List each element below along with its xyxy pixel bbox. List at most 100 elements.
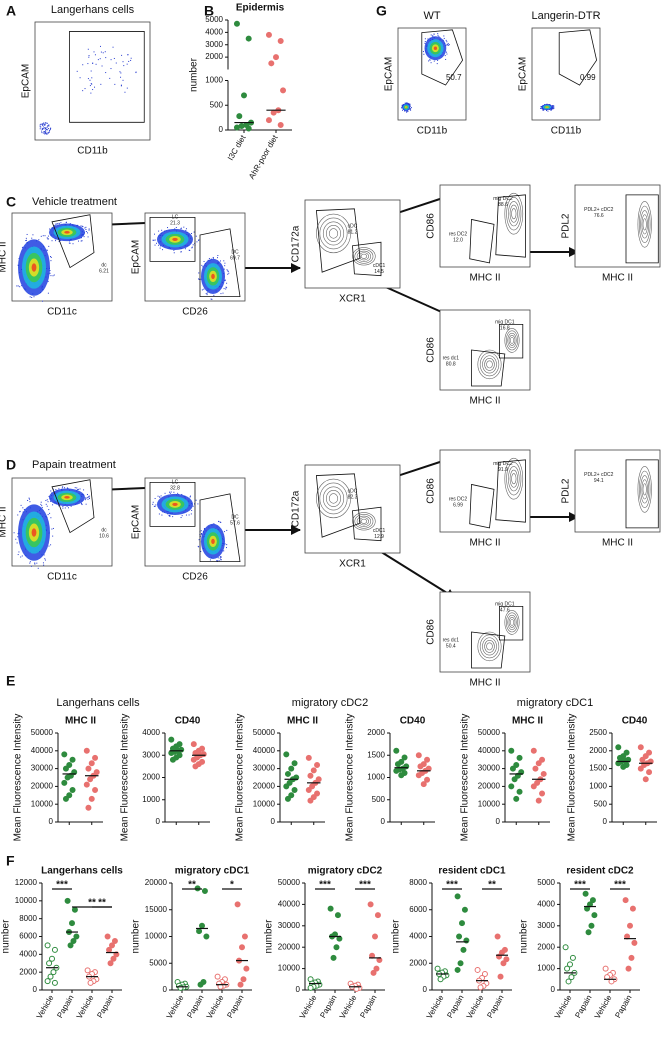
plot-title: WT xyxy=(423,10,440,22)
event-dot xyxy=(40,126,42,128)
y-tick-label: 50000 xyxy=(278,878,301,887)
event-dot xyxy=(76,487,78,489)
gate-value: 6.99 xyxy=(453,502,463,508)
density xyxy=(546,106,548,108)
contour xyxy=(484,358,495,371)
gate-name: mig DC2 xyxy=(493,461,513,467)
event-dot xyxy=(79,488,81,490)
event-dot xyxy=(20,504,22,506)
event-dot xyxy=(437,59,439,61)
gate xyxy=(315,208,361,273)
density xyxy=(31,528,37,537)
event-dot xyxy=(45,131,47,133)
event-dot xyxy=(46,249,48,251)
data-point xyxy=(240,976,247,983)
y-tick-label: 0 xyxy=(156,817,161,826)
y-tick-label: 0 xyxy=(381,817,386,826)
event-dot xyxy=(55,223,57,225)
y-tick-label: 5000 xyxy=(537,878,555,887)
event-dot xyxy=(212,257,214,259)
x-tick-label: Papain xyxy=(55,994,75,1020)
event-dot xyxy=(78,488,80,490)
data-point xyxy=(49,955,55,962)
event-dot xyxy=(160,495,162,497)
event-dot xyxy=(80,240,82,242)
event-dot xyxy=(446,53,448,55)
data-point xyxy=(540,770,547,777)
event-dot xyxy=(47,501,49,503)
event-dot xyxy=(41,129,43,131)
data-point xyxy=(459,920,465,927)
contour xyxy=(504,610,520,635)
contour xyxy=(479,352,500,377)
event-dot xyxy=(88,497,90,499)
event-dot xyxy=(68,242,70,244)
event-dot xyxy=(90,70,92,72)
event-dot xyxy=(198,278,200,280)
data-point xyxy=(481,970,488,977)
y-tick-label: 10000 xyxy=(253,799,276,808)
event-dot xyxy=(80,237,82,239)
gate-name: cDC1 xyxy=(373,528,386,534)
contour xyxy=(641,214,648,235)
x-tick-label: Vehicle xyxy=(593,993,614,1020)
event-dot xyxy=(220,559,222,561)
event-dot xyxy=(55,223,57,225)
event-dot xyxy=(173,252,175,254)
event-dot xyxy=(41,505,43,507)
event-dot xyxy=(127,54,129,56)
data-point xyxy=(270,109,277,116)
significance-label: ** xyxy=(188,880,196,891)
contour xyxy=(511,208,517,220)
event-dot xyxy=(197,503,199,505)
event-dot xyxy=(153,239,155,241)
event-dot xyxy=(124,91,126,93)
event-dot xyxy=(180,228,182,230)
event-dot xyxy=(443,37,445,39)
event-dot xyxy=(154,239,156,241)
data-point xyxy=(93,769,100,776)
event-dot xyxy=(44,559,46,561)
event-dot xyxy=(154,505,156,507)
contour xyxy=(360,518,368,524)
y-tick-label: 40000 xyxy=(31,746,54,755)
data-point xyxy=(107,960,114,967)
contour xyxy=(506,197,522,231)
event-dot xyxy=(170,491,172,493)
event-dot xyxy=(20,556,22,558)
data-point xyxy=(454,966,461,973)
event-dot xyxy=(58,240,60,242)
data-point xyxy=(627,922,633,929)
event-dot xyxy=(126,87,128,89)
data-point xyxy=(508,747,515,754)
event-dot xyxy=(161,229,163,231)
y-tick-label: 2000 xyxy=(19,967,37,976)
y-axis-label: EpCAM xyxy=(131,240,142,274)
event-dot xyxy=(184,248,186,250)
data-point xyxy=(637,765,644,772)
event-dot xyxy=(92,62,94,64)
event-dot xyxy=(17,285,19,287)
x-tick-label: Papain xyxy=(573,994,593,1020)
gate-name: DC xyxy=(231,250,239,256)
contour xyxy=(507,332,517,348)
event-dot xyxy=(172,516,174,518)
y-tick-label: 50000 xyxy=(31,728,54,737)
event-dot xyxy=(227,270,229,272)
y-tick-label: 1000 xyxy=(142,795,160,804)
event-dot xyxy=(180,251,182,253)
event-dot xyxy=(217,557,219,559)
event-dot xyxy=(23,509,25,511)
event-dot xyxy=(69,242,71,244)
event-dot xyxy=(41,507,43,509)
event-dot xyxy=(223,550,225,552)
contour xyxy=(484,640,495,653)
event-dot xyxy=(42,123,44,125)
data-point xyxy=(333,944,340,951)
y-tick-label: 0 xyxy=(33,985,38,994)
data-point xyxy=(477,984,484,991)
density xyxy=(64,496,70,499)
x-tick-label: Vehicle xyxy=(425,993,446,1020)
event-dot xyxy=(62,486,64,488)
y-tick-label: 2000 xyxy=(589,746,607,755)
